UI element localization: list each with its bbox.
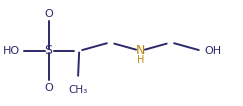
Text: N: N	[136, 44, 145, 57]
Text: O: O	[44, 83, 53, 93]
Text: H: H	[137, 55, 144, 65]
Text: O: O	[44, 9, 53, 19]
Text: HO: HO	[2, 46, 20, 56]
Text: S: S	[44, 44, 52, 57]
Text: OH: OH	[205, 46, 222, 56]
Text: CH₃: CH₃	[69, 85, 88, 95]
